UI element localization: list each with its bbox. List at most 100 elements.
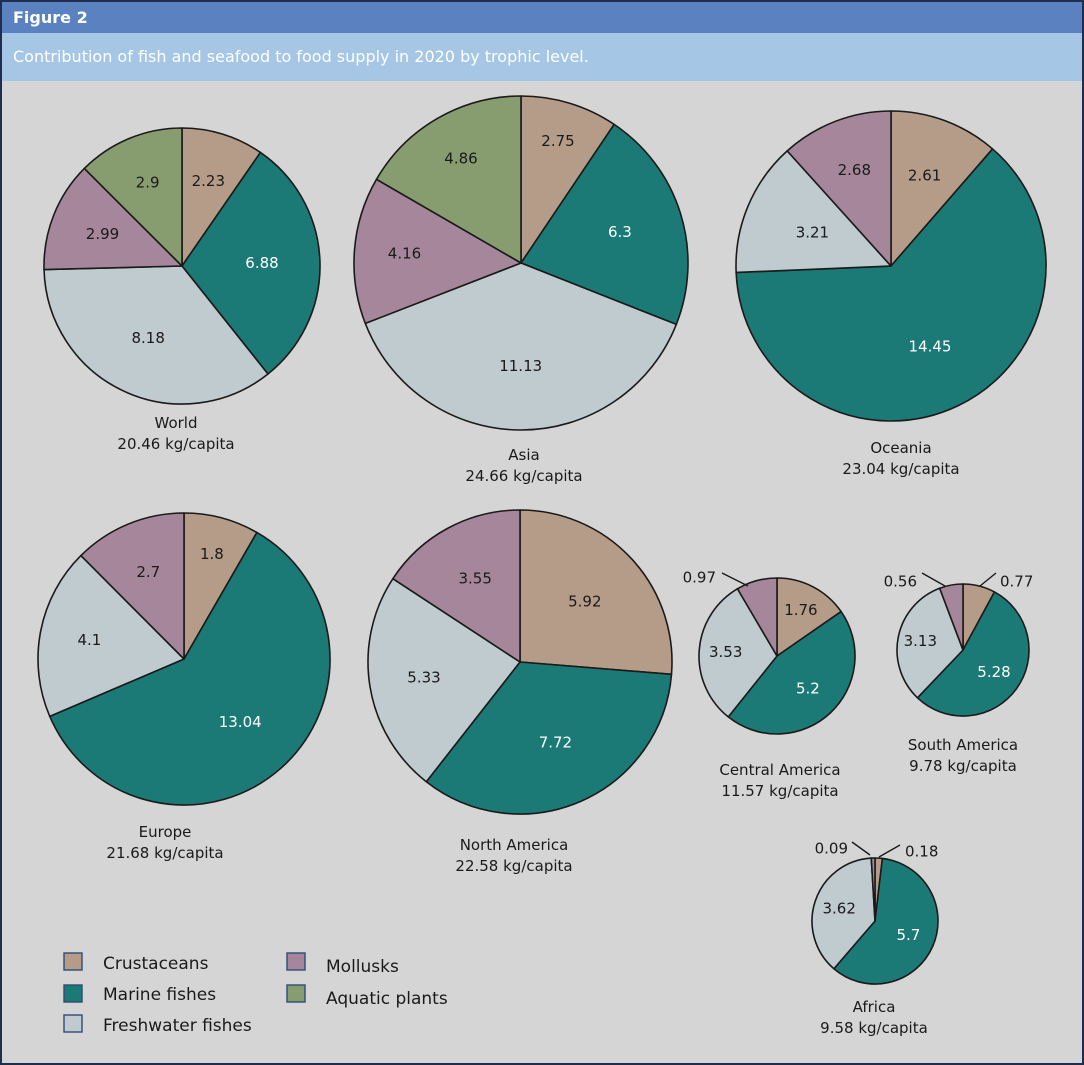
pie-total-central-america: 11.57 kg/capita [721,782,838,800]
slice-label-asia-mollusks: 4.16 [388,245,421,263]
legend-label-mollusks: Mollusks [326,957,399,977]
pie-total-africa: 9.58 kg/capita [820,1019,928,1037]
legend-swatch-mollusks [286,952,306,971]
pie-slice-central-america-mollusks [736,577,778,657]
pie-slice-world-mollusks [43,167,183,271]
slice-label-oceania-mollusks: 2.68 [838,161,871,179]
pie-slice-north-america-marine-fishes [425,661,673,815]
leader-line-south-america-mollusks [921,572,946,587]
leader-line-africa-mollusks [851,841,871,856]
pie-slice-europe-mollusks [80,512,185,660]
legend-swatch-freshwater-fishes [63,1014,83,1033]
slice-label-asia-aquatic-plants: 4.86 [444,149,477,167]
pie-slice-oceania-marine-fishes [735,148,1047,422]
pie-total-south-america: 9.78 kg/capita [909,757,1017,775]
slice-label-north-america-marine-fishes: 7.72 [539,733,572,751]
legend-swatch-marine-fishes [63,984,83,1003]
slice-label-oceania-freshwater-fishes: 3.21 [796,224,829,242]
pie-slice-south-america-mollusks [938,583,964,651]
slice-label-south-america-crustaceans: 0.77 [1000,573,1033,591]
pie-slice-north-america-mollusks [392,509,521,663]
pie-slice-africa-freshwater-fishes [811,857,876,970]
pie-name-oceania: Oceania [870,439,931,457]
pie-total-oceania: 23.04 kg/capita [842,460,959,478]
slice-label-world-aquatic-plants: 2.9 [136,174,160,192]
slice-label-europe-crustaceans: 1.8 [200,545,224,563]
pie-slice-asia-mollusks [353,178,522,325]
pie-slice-world-freshwater-fishes [43,265,269,405]
pie-slice-oceania-crustaceans [890,110,994,267]
legend-label-freshwater-fishes: Freshwater fishes [103,1016,252,1036]
slice-label-europe-marine-fishes: 13.04 [219,713,262,731]
figure-label: Figure 2 [2,2,1082,33]
pie-name-central-america: Central America [719,761,840,779]
legend-label-crustaceans: Crustaceans [103,954,209,974]
pie-name-south-america: South America [908,736,1018,754]
legend-swatch-aquatic-plants [286,984,306,1003]
slice-label-south-america-freshwater-fishes: 3.13 [904,632,937,650]
pie-slice-asia-crustaceans [520,95,615,264]
pie-slice-north-america-crustaceans [519,509,673,676]
slice-label-europe-mollusks: 2.7 [136,563,160,581]
slice-label-north-america-freshwater-fishes: 5.33 [407,668,440,686]
leader-line-central-america-mollusks [721,572,749,587]
slice-label-central-america-freshwater-fishes: 3.53 [709,643,742,661]
legend-label-aquatic-plants: Aquatic plants [326,989,448,1009]
slice-label-world-mollusks: 2.99 [86,225,119,243]
slice-label-asia-marine-fishes: 6.3 [608,223,632,241]
slice-label-south-america-marine-fishes: 5.28 [977,663,1010,681]
slice-label-central-america-mollusks: 0.97 [683,569,716,587]
pie-name-africa: Africa [853,998,896,1016]
slice-label-central-america-marine-fishes: 5.2 [796,680,820,698]
slice-label-asia-crustaceans: 2.75 [541,132,574,150]
slice-label-world-crustaceans: 2.23 [192,172,225,190]
pie-slice-world-marine-fishes [181,151,321,375]
pie-slice-north-america-freshwater-fishes [367,577,521,783]
pie-slice-europe-marine-fishes [48,531,331,806]
slice-label-north-america-mollusks: 3.55 [458,570,491,588]
slice-label-africa-marine-fishes: 5.7 [896,926,920,944]
legend-swatch-crustaceans [63,952,83,971]
pie-name-north-america: North America [460,836,569,854]
slice-label-world-marine-fishes: 6.88 [245,254,278,272]
pie-total-north-america: 22.58 kg/capita [455,857,572,875]
pie-total-asia: 24.66 kg/capita [465,467,582,485]
pie-name-europe: Europe [139,823,192,841]
leader-line-africa-crustaceans [878,844,901,858]
slice-label-north-america-crustaceans: 5.92 [568,593,601,611]
pie-slice-south-america-freshwater-fishes [896,587,964,699]
legend-label-marine-fishes: Marine fishes [103,985,216,1005]
pie-name-world: World [155,414,198,432]
pie-slice-central-america-marine-fishes [727,610,856,735]
pie-slice-africa-marine-fishes [833,857,939,985]
pie-total-world: 20.46 kg/capita [117,435,234,453]
slice-label-europe-freshwater-fishes: 4.1 [77,631,101,649]
slice-label-africa-mollusks: 0.09 [815,840,848,858]
pie-slice-oceania-freshwater-fishes [735,150,892,274]
slice-label-world-freshwater-fishes: 8.18 [131,329,164,347]
slice-label-africa-crustaceans: 0.18 [905,843,938,861]
pie-slice-africa-mollusks [870,857,876,922]
pie-total-europe: 21.68 kg/capita [106,844,223,862]
pie-name-asia: Asia [508,446,539,464]
slice-label-south-america-mollusks: 0.56 [884,573,917,591]
pie-slice-asia-marine-fishes [520,123,689,326]
figure-title: Contribution of fish and seafood to food… [2,33,1082,81]
pie-slice-world-aquatic-plants [83,127,183,267]
pie-slice-asia-aquatic-plants [375,95,522,264]
slice-label-africa-freshwater-fishes: 3.62 [822,899,855,917]
pie-slice-south-america-marine-fishes [916,591,1030,717]
pie-slice-central-america-crustaceans [776,577,842,657]
pie-slice-world-crustaceans [181,127,262,267]
pie-slice-asia-freshwater-fishes [364,262,678,431]
slice-label-central-america-crustaceans: 1.76 [784,601,817,619]
slice-label-asia-freshwater-fishes: 11.13 [499,357,542,375]
slice-label-oceania-crustaceans: 2.61 [908,167,941,185]
pie-slice-europe-freshwater-fishes [37,554,185,718]
leader-line-south-america-crustaceans [979,572,997,587]
pie-slice-oceania-mollusks [786,110,892,267]
pie-slice-central-america-freshwater-fishes [698,587,778,718]
slice-label-oceania-marine-fishes: 14.45 [909,338,952,356]
